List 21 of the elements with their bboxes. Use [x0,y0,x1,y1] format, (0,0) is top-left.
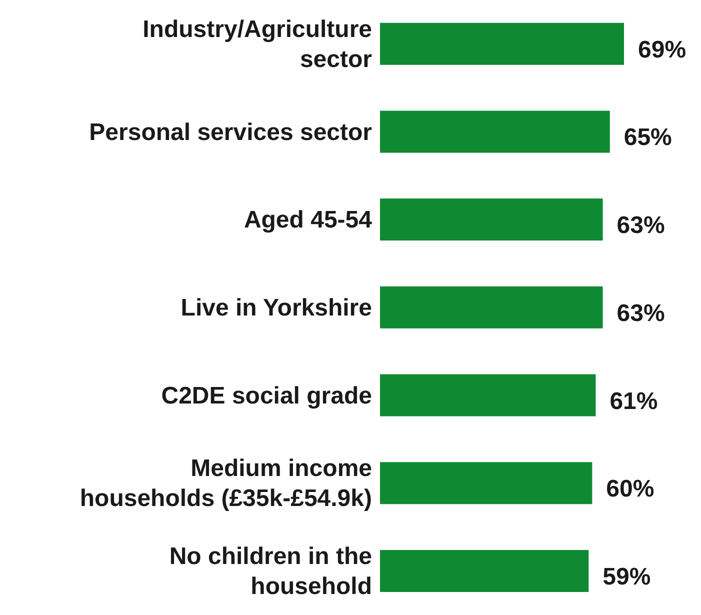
y-tick-label: C2DE social grade [161,382,372,409]
data-label: 63% [616,212,665,240]
data-label: 69% [638,36,686,64]
bar [380,462,592,504]
data-label: 65% [624,124,672,152]
data-label: 60% [606,476,654,503]
y-tick-label: Industry/Agriculture sector [142,15,372,72]
y-tick-label: Live in Yorkshire [180,294,372,321]
y-tick-label: Medium income households (£35k-£54.9k) [80,454,372,512]
data-label: 61% [610,388,658,415]
y-tick-label: No children in the household [169,542,372,600]
bar [380,374,596,416]
data-label: 59% [602,563,651,590]
bar [380,22,624,65]
data-label: 63% [616,300,665,327]
y-tick-label: Aged 45-54 [244,206,373,234]
bar [380,550,589,592]
bar [380,110,610,153]
bar [380,286,603,328]
bar [380,198,603,241]
y-tick-label: Personal services sector [89,118,372,146]
